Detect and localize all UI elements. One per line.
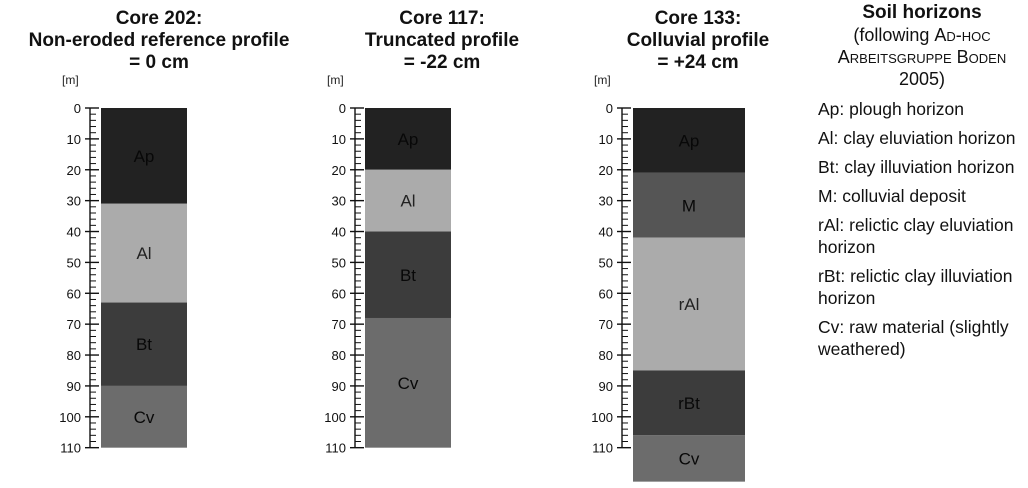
core-1-layer-cv <box>101 385 187 448</box>
core-2-title-line-3: = -22 cm <box>404 52 481 73</box>
core-2-layer-bt <box>365 231 451 318</box>
depth-tick-label: 50 <box>332 255 346 270</box>
legend: Soil horizons (following Ad-hoc Arbeitsg… <box>818 2 1026 367</box>
depth-tick-label: 0 <box>74 101 81 116</box>
depth-tick-label: 50 <box>67 255 81 270</box>
depth-tick-label: 110 <box>325 441 346 456</box>
legend-items: Ap: plough horizon Al: clay eluviation h… <box>818 98 1026 360</box>
core-2-layer-ap <box>365 108 451 170</box>
depth-tick-label: 60 <box>332 286 346 301</box>
core-2-title-line-2: Truncated profile <box>365 30 519 51</box>
core-1-layer-label-ap: Ap <box>134 147 155 166</box>
core-3-layer-label-ral: rAl <box>679 295 700 314</box>
depth-tick-label: 100 <box>591 410 613 425</box>
legend-item-cv: Cv: raw material (slightly weathered) <box>818 317 1009 359</box>
core-1-title-line-1: Core 202: <box>116 8 203 29</box>
depth-tick-label: 70 <box>332 317 346 332</box>
depth-tick-label: 70 <box>599 317 613 332</box>
core-2-layer-label-ap: Ap <box>398 130 419 149</box>
depth-tick-label: 0 <box>606 101 613 116</box>
depth-tick-label: 100 <box>324 410 346 425</box>
depth-tick-label: 80 <box>67 348 81 363</box>
depth-tick-label: 110 <box>592 441 613 456</box>
core-2-layer-label-cv: Cv <box>398 374 419 393</box>
core-3-title-line-1: Core 133: <box>655 8 742 29</box>
legend-subtitle-suffix: 2005) <box>898 69 946 89</box>
core-1-layer-label-bt: Bt <box>136 335 152 354</box>
core-3-layer-label-rbt: rBt <box>678 394 700 413</box>
core-1-title-line-2: Non-eroded reference profile <box>29 30 290 51</box>
depth-tick-label: 90 <box>599 379 613 394</box>
depth-tick-label: 90 <box>67 379 81 394</box>
depth-unit-label: [m] <box>62 73 79 87</box>
core-1-layer-ap <box>101 108 187 204</box>
core-2-layer-al <box>365 169 451 232</box>
depth-tick-label: 90 <box>332 379 346 394</box>
depth-tick-label: 70 <box>67 317 81 332</box>
legend-subtitle-prefix: (following <box>853 25 935 45</box>
legend-title: Soil horizons <box>862 2 982 23</box>
depth-tick-label: 0 <box>339 101 346 116</box>
depth-unit-label: [m] <box>327 73 344 87</box>
core-3-title-line-3: = +24 cm <box>657 52 738 73</box>
depth-tick-label: 30 <box>67 194 81 209</box>
core-3-title-line-2: Colluvial profile <box>627 30 770 51</box>
depth-tick-label: 40 <box>599 225 613 240</box>
depth-tick-label: 30 <box>599 194 613 209</box>
legend-item-ral: rAl: relictic clay eluviation horizon <box>818 215 1014 257</box>
depth-tick-label: 60 <box>67 286 81 301</box>
depth-tick-label: 60 <box>599 286 613 301</box>
depth-unit-label: [m] <box>594 73 611 87</box>
core-3-layer-m <box>633 172 745 238</box>
core-2-title-line-1: Core 117: <box>399 8 485 29</box>
legend-item-bt: Bt: clay illuviation horizon <box>818 157 1015 177</box>
core-1-layer-al <box>101 203 187 303</box>
core-3-layer-label-ap: Ap <box>679 131 700 150</box>
core-1-layer-bt <box>101 302 187 386</box>
core-1-layer-label-al: Al <box>136 244 151 263</box>
core-3-layer-label-cv: Cv <box>679 449 700 468</box>
core-3-layer-ral <box>633 237 745 371</box>
depth-tick-label: 80 <box>332 348 346 363</box>
depth-tick-label: 20 <box>332 163 346 178</box>
depth-tick-label: 100 <box>59 410 81 425</box>
legend-item-m: M: colluvial deposit <box>818 186 966 206</box>
depth-tick-label: 20 <box>67 163 81 178</box>
depth-tick-label: 20 <box>599 163 613 178</box>
legend-item-rbt: rBt: relictic clay illuviation horizon <box>818 266 1013 308</box>
core-3-layer-ap <box>633 108 745 173</box>
depth-tick-label: 110 <box>60 441 81 456</box>
depth-tick-label: 10 <box>67 132 81 147</box>
core-3-layer-label-m: M <box>682 196 696 215</box>
depth-tick-label: 30 <box>332 194 346 209</box>
depth-tick-label: 40 <box>67 225 81 240</box>
depth-tick-label: 10 <box>332 132 346 147</box>
depth-tick-label: 10 <box>599 132 613 147</box>
core-1-title-line-3: = 0 cm <box>129 52 189 73</box>
core-2-layer-label-al: Al <box>400 192 415 211</box>
depth-tick-label: 40 <box>332 225 346 240</box>
legend-subtitle: (following Ad-hoc Arbeitsgruppe Boden 20… <box>818 24 1026 90</box>
core-3-layer-rbt <box>633 370 745 436</box>
depth-tick-label: 80 <box>599 348 613 363</box>
legend-item-al: Al: clay eluviation horizon <box>818 128 1016 148</box>
core-1-layer-label-cv: Cv <box>134 408 155 427</box>
depth-tick-label: 50 <box>599 255 613 270</box>
core-2-layer-label-bt: Bt <box>400 266 416 285</box>
legend-subtitle-reference: Ad-hoc Arbeitsgruppe Boden <box>837 25 1007 67</box>
core-2-layer-cv <box>365 317 451 448</box>
core-3-layer-cv <box>633 435 745 482</box>
legend-item-ap: Ap: plough horizon <box>818 99 964 119</box>
